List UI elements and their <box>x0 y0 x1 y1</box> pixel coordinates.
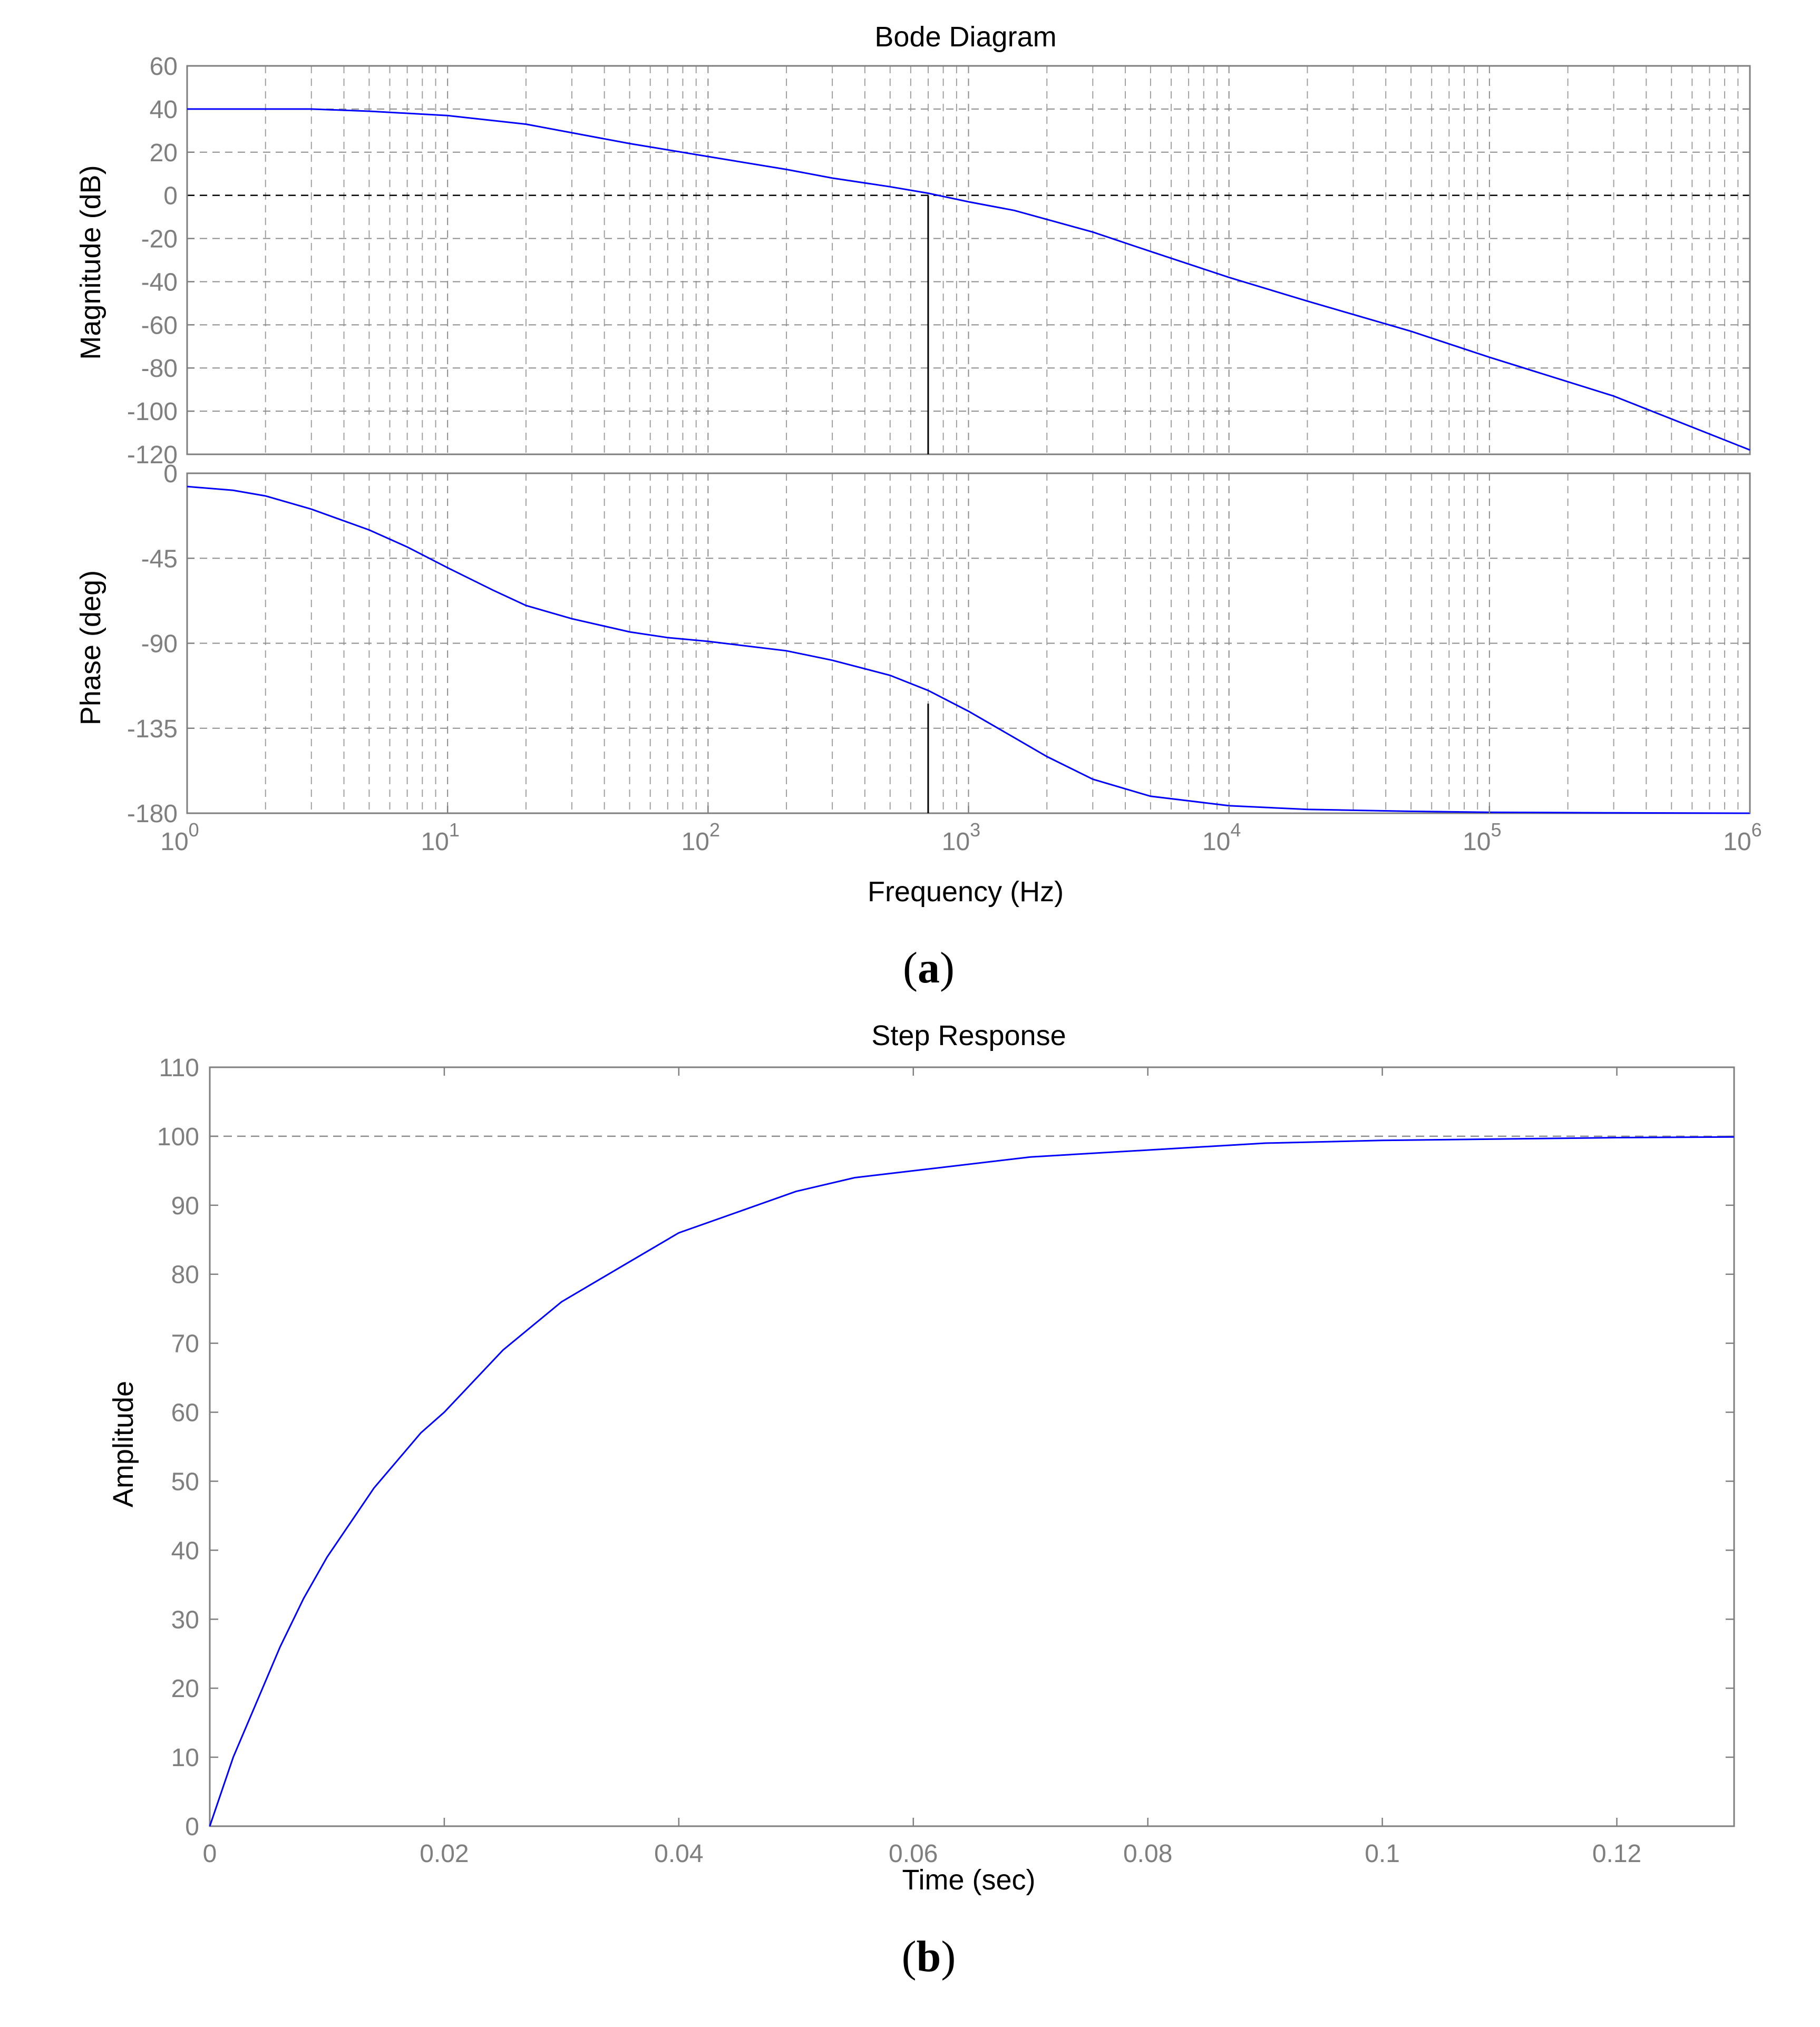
step-ytick-label: 70 <box>171 1330 199 1358</box>
magnitude-ytick-label: -80 <box>141 355 178 383</box>
magnitude-ytick-label: 40 <box>150 96 178 124</box>
step-ytick-label: 100 <box>157 1123 199 1151</box>
phase-ytick-label: -90 <box>141 630 178 658</box>
phase-ytick-label: -135 <box>127 715 178 743</box>
frequency-xtick-label: 105 <box>1463 819 1501 856</box>
step-xtick-label: 0 <box>203 1840 217 1868</box>
frequency-axis-label: Frequency (Hz) <box>868 876 1064 908</box>
bode-phase-plot: -180 -135 -90 -45 0 100 101 102 103 104 105 106 <box>127 460 1762 856</box>
step-chart-title: Step Response <box>871 1020 1066 1051</box>
step-response-plot: 0 10 20 30 40 50 60 70 80 90 100 110 0 0.02 0.04 0.06 0.… <box>157 1054 1735 1868</box>
time-axis-label: Time (sec) <box>902 1864 1036 1896</box>
amplitude-axis-label: Amplitude <box>108 1381 139 1507</box>
step-xtick-label: 0.08 <box>1123 1840 1172 1868</box>
step-ytick-label: 60 <box>171 1399 199 1427</box>
magnitude-ytick-label: 0 <box>163 182 178 210</box>
panel-b-letter: b <box>917 1932 941 1981</box>
phase-ytick-label: 0 <box>163 460 178 488</box>
step-series-line <box>209 1136 1735 1827</box>
step-ytick-label: 30 <box>171 1606 199 1634</box>
step-xtick-label: 0.12 <box>1592 1840 1641 1868</box>
step-xtick-label: 0.04 <box>654 1840 703 1868</box>
panel-a-caption: (a) <box>903 943 955 992</box>
frequency-xtick-label: 103 <box>942 819 980 856</box>
magnitude-ytick-label: -40 <box>141 268 178 296</box>
step-ytick-label: 50 <box>171 1468 199 1496</box>
step-xtick-label: 0.1 <box>1365 1840 1400 1868</box>
magnitude-ytick-label: -60 <box>141 311 178 339</box>
magnitude-ytick-label: 60 <box>150 53 178 81</box>
panel-a-letter: a <box>918 943 940 992</box>
step-ytick-label: 80 <box>171 1261 199 1289</box>
phase-ytick-label: -180 <box>127 800 178 828</box>
step-ytick-label: 20 <box>171 1675 199 1703</box>
step-xtick-label: 0.02 <box>420 1840 469 1868</box>
panel-b-caption: (b) <box>902 1932 956 1981</box>
frequency-xtick-label: 102 <box>682 819 720 856</box>
phase-ytick-label: -45 <box>141 545 178 573</box>
step-ytick-label: 40 <box>171 1537 199 1565</box>
magnitude-axis-box <box>186 65 1751 455</box>
magnitude-series-line <box>187 108 1750 451</box>
magnitude-ytick-label: 20 <box>150 139 178 167</box>
magnitude-ytick-label: -20 <box>141 226 178 254</box>
frequency-xtick-label: 106 <box>1723 819 1761 856</box>
frequency-xtick-label: 104 <box>1202 819 1241 856</box>
step-ytick-label: 10 <box>171 1744 199 1772</box>
phase-series-line <box>187 485 1750 814</box>
magnitude-axis-label: Magnitude (dB) <box>75 165 106 359</box>
magnitude-ytick-label: -100 <box>127 398 178 426</box>
bode-chart-title: Bode Diagram <box>874 21 1056 53</box>
step-axis-box <box>209 1066 1735 1827</box>
phase-axis-label: Phase (deg) <box>75 570 106 725</box>
step-ytick-label: 0 <box>185 1813 199 1841</box>
magnitude-ytick-label: -120 <box>127 441 178 469</box>
step-xtick-label: 0.06 <box>889 1840 938 1868</box>
step-ytick-label: 90 <box>171 1192 199 1220</box>
step-ytick-label: 110 <box>159 1054 199 1082</box>
bode-magnitude-plot: -120 -100 -80 -60 -40 -20 0 20 40 60 <box>127 53 1751 469</box>
frequency-xtick-label: 100 <box>160 819 199 856</box>
frequency-xtick-label: 101 <box>421 819 459 856</box>
